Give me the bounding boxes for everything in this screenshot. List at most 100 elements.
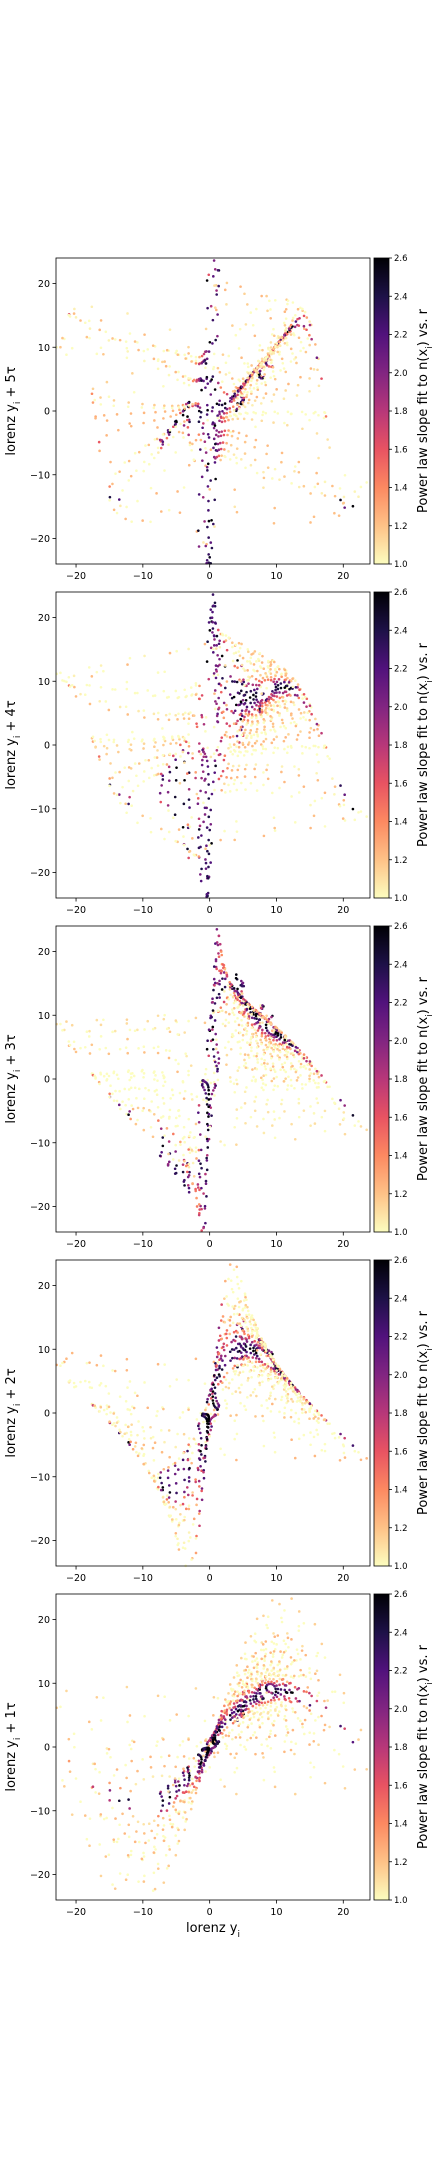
scatter-point [211,1028,214,1031]
colorbar-tick-label: 1.6 [394,779,408,789]
scatter-point [193,1765,196,1768]
scatter-point [297,696,301,700]
scatter-point [150,1476,153,1480]
scatter-point [59,1022,62,1026]
scatter-point [342,798,346,802]
scatter-point [317,1691,321,1695]
scatter-point [91,735,95,739]
scatter-point [291,1707,294,1710]
scatter-point [293,693,297,697]
scatter-point [299,375,302,379]
scatter-point [67,675,71,679]
scatter-point [256,1682,260,1685]
scatter-point [216,1069,219,1073]
scatter-point [278,1683,281,1687]
scatter-point [236,1297,240,1300]
scatter-point [272,1110,276,1113]
scatter-point [111,688,114,691]
scatter-point [219,774,223,778]
scatter-point [167,1484,171,1487]
scatter-point [280,1102,283,1106]
scatter-point [183,1184,186,1187]
scatter-point [188,806,191,809]
scatter-point [128,1743,131,1747]
scatter-point [207,536,210,539]
scatter-point [289,1381,293,1385]
scatter-point [300,745,304,748]
scatter-point [187,717,191,721]
scatter-point [225,1053,229,1057]
scatter-point [257,1357,261,1361]
scatter-point [192,1517,196,1521]
scatter-point [273,1136,277,1140]
scatter-point [272,1723,275,1727]
y-tick-label: 20 [38,947,50,958]
scatter-point [232,399,236,402]
scatter-point [205,1100,208,1103]
scatter-point [256,1029,260,1032]
scatter-point [230,1287,234,1291]
scatter-point [280,675,283,679]
scatter-point [302,1397,306,1400]
scatter-point [309,726,313,730]
scatter-point [296,694,299,697]
scatter-point [255,1736,258,1739]
scatter-point [207,499,210,503]
scatter-point [264,1016,267,1020]
scatter-point [90,1386,94,1390]
scatter-point [90,392,94,396]
scatter-point [283,1038,287,1042]
scatter-point [222,640,226,644]
scatter-point [317,1421,320,1424]
scatter-point [250,1049,253,1053]
scatter-point [304,1410,308,1414]
scatter-point [276,345,279,349]
scatter-point [205,1137,209,1141]
scatter-point [339,784,342,787]
scatter-point [213,601,217,605]
scatter-point [157,451,160,454]
scatter-point [326,1699,329,1702]
scatter-point [235,775,239,779]
scatter-point [188,1151,192,1154]
scatter-point [286,745,290,749]
scatter-point [302,327,306,331]
scatter-point [200,1770,204,1774]
scatter-point [221,1009,224,1013]
scatter-point [181,1546,185,1550]
scatter-point [195,1779,198,1783]
scatter-point [223,733,227,737]
x-tick-label: −20 [66,1239,86,1250]
scatter-point [212,965,216,968]
scatter-point [258,651,262,655]
scatter-point [275,1695,279,1699]
scatter-point [272,1677,275,1681]
scatter-point [235,1752,238,1755]
scatter-point [99,396,102,399]
scatter-point [209,1418,213,1421]
scatter-point [272,1719,276,1723]
scatter-point [248,1043,252,1047]
scatter-point [260,1031,264,1035]
scatter-point [250,364,253,367]
scatter-point [163,1836,167,1839]
scatter-point [107,1853,111,1857]
scatter-point [239,1743,242,1747]
scatter-point [223,402,227,405]
scatter-point [135,774,138,778]
scatter-point [343,1727,346,1730]
scatter-point [192,1437,196,1441]
scatter-point [87,319,91,323]
scatter-point [240,663,244,667]
scatter-point [260,1678,264,1681]
scatter-point [301,697,304,700]
scatter-point [216,366,220,370]
scatter-point [280,1398,283,1402]
scatter-point [213,1019,217,1022]
scatter-point [85,1837,89,1841]
scatter-point [194,362,198,365]
scatter-point [73,307,76,311]
scatter-point [105,1412,108,1416]
scatter-point [168,1818,172,1822]
scatter-point [223,782,226,786]
